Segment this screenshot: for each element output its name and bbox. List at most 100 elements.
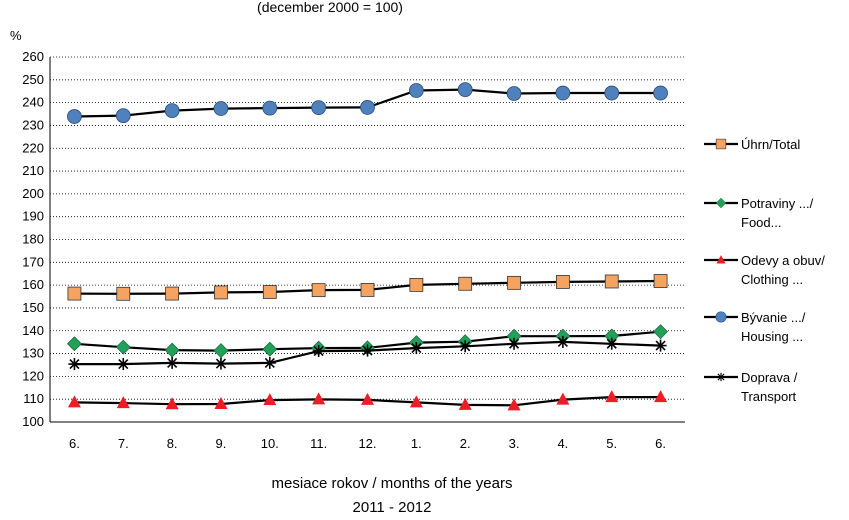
tick-labels: 100 110 120 130 140 150 160 170 180 190 200 210 220 2… — [22, 49, 666, 451]
data-point-transport — [263, 356, 276, 369]
data-point-housing — [164, 103, 180, 119]
data-point-housing — [213, 101, 229, 116]
data-point-total — [360, 283, 375, 297]
legend-marker — [716, 372, 726, 382]
legend-label-2: Food... — [741, 215, 781, 230]
data-point-total — [555, 275, 570, 289]
series-clothing — [67, 390, 668, 411]
data-point-total — [116, 286, 131, 301]
data-point-clothing — [214, 396, 228, 409]
legend-marker-wrap — [715, 311, 727, 323]
series-housing — [67, 82, 668, 124]
x-axis-label-years: 2011 - 2012 — [353, 499, 432, 515]
data-point-clothing — [263, 393, 277, 406]
data-point-transport — [166, 356, 179, 369]
legend-marker — [715, 197, 727, 209]
data-point-transport — [410, 342, 423, 355]
y-tick-label: 180 — [22, 232, 44, 247]
data-point-transport — [654, 339, 667, 352]
legend: Úhrn/Total Potraviny .../ Food... Odevy a o… — [704, 137, 825, 404]
data-point-housing — [457, 82, 473, 98]
data-point-transport — [459, 340, 472, 353]
y-tick-label: 200 — [22, 186, 44, 201]
y-tick-label: 100 — [22, 414, 44, 429]
data-point-total — [165, 286, 180, 301]
y-tick-label: 190 — [22, 209, 44, 224]
data-point-transport — [68, 358, 81, 371]
legend-item-transport: Doprava / Transport — [704, 370, 798, 404]
legend-marker-wrap — [715, 197, 727, 209]
x-tick-label: 4. — [557, 436, 568, 451]
data-point-clothing — [312, 392, 326, 405]
data-point-clothing — [507, 398, 521, 411]
legend-item-food: Potraviny .../ Food... — [704, 196, 814, 230]
x-tick-label: 6. — [69, 436, 80, 451]
data-point-food — [213, 343, 229, 359]
x-tick-label: 9. — [216, 436, 227, 451]
legend-label: Bývanie .../ — [741, 310, 806, 325]
grid-lines — [50, 56, 685, 400]
y-tick-label: 170 — [22, 254, 44, 269]
data-point-total — [507, 275, 521, 290]
y-tick-label: 160 — [22, 277, 44, 292]
x-tick-label: 7. — [118, 436, 129, 451]
y-axis-unit: % — [10, 28, 22, 43]
data-point-transport — [556, 335, 569, 348]
y-tick-label: 130 — [22, 346, 44, 361]
x-tick-label: 5. — [606, 436, 617, 451]
data-point-housing — [604, 85, 620, 101]
series-group — [66, 82, 669, 411]
data-point-housing — [67, 109, 82, 124]
data-point-clothing — [409, 395, 423, 408]
data-point-transport — [361, 344, 374, 357]
data-point-total — [409, 277, 424, 292]
data-point-food — [115, 339, 131, 355]
data-point-food — [66, 336, 82, 352]
legend-label-2: Clothing ... — [741, 272, 803, 287]
data-point-housing — [506, 86, 522, 101]
legend-label-2: Housing ... — [741, 329, 803, 344]
y-tick-label: 220 — [22, 140, 44, 155]
data-point-food — [262, 341, 278, 357]
data-point-food — [653, 324, 669, 340]
y-tick-label: 120 — [22, 368, 44, 383]
legend-marker — [715, 311, 727, 323]
data-point-clothing — [361, 392, 374, 405]
data-point-housing — [262, 100, 278, 116]
legend-label: Potraviny .../ — [741, 196, 814, 211]
data-point-housing — [555, 85, 571, 101]
x-tick-label: 12. — [358, 436, 376, 451]
axes — [49, 57, 685, 423]
legend-marker — [716, 255, 726, 264]
data-point-total — [67, 286, 82, 301]
x-axis-label: mesiace rokov / months of the years — [272, 475, 513, 492]
data-point-total — [311, 283, 326, 298]
legend-label: Doprava / — [741, 370, 798, 385]
data-point-housing — [115, 108, 131, 124]
y-tick-label: 210 — [22, 163, 44, 178]
legend-marker-wrap — [716, 372, 726, 382]
legend-item-housing: Bývanie .../ Housing ... — [704, 310, 806, 344]
data-point-clothing — [654, 390, 668, 403]
data-point-transport — [508, 337, 521, 350]
data-point-total — [653, 274, 668, 288]
chart-subtitle: (december 2000 = 100) — [257, 0, 403, 15]
data-point-housing — [311, 100, 327, 116]
x-tick-label: 1. — [411, 436, 422, 451]
y-tick-label: 250 — [22, 72, 44, 87]
x-tick-label: 8. — [167, 436, 178, 451]
legend-label: Úhrn/Total — [741, 137, 800, 152]
data-point-transport — [214, 357, 227, 370]
series-transport — [68, 335, 667, 371]
legend-marker — [715, 138, 727, 150]
data-point-clothing — [116, 396, 130, 409]
data-point-total — [458, 276, 473, 291]
data-point-clothing — [165, 397, 179, 410]
data-point-total — [214, 285, 228, 300]
x-tick-label: 6. — [655, 436, 666, 451]
data-point-housing — [408, 83, 424, 98]
data-point-clothing — [605, 390, 619, 403]
y-tick-label: 230 — [22, 117, 44, 132]
